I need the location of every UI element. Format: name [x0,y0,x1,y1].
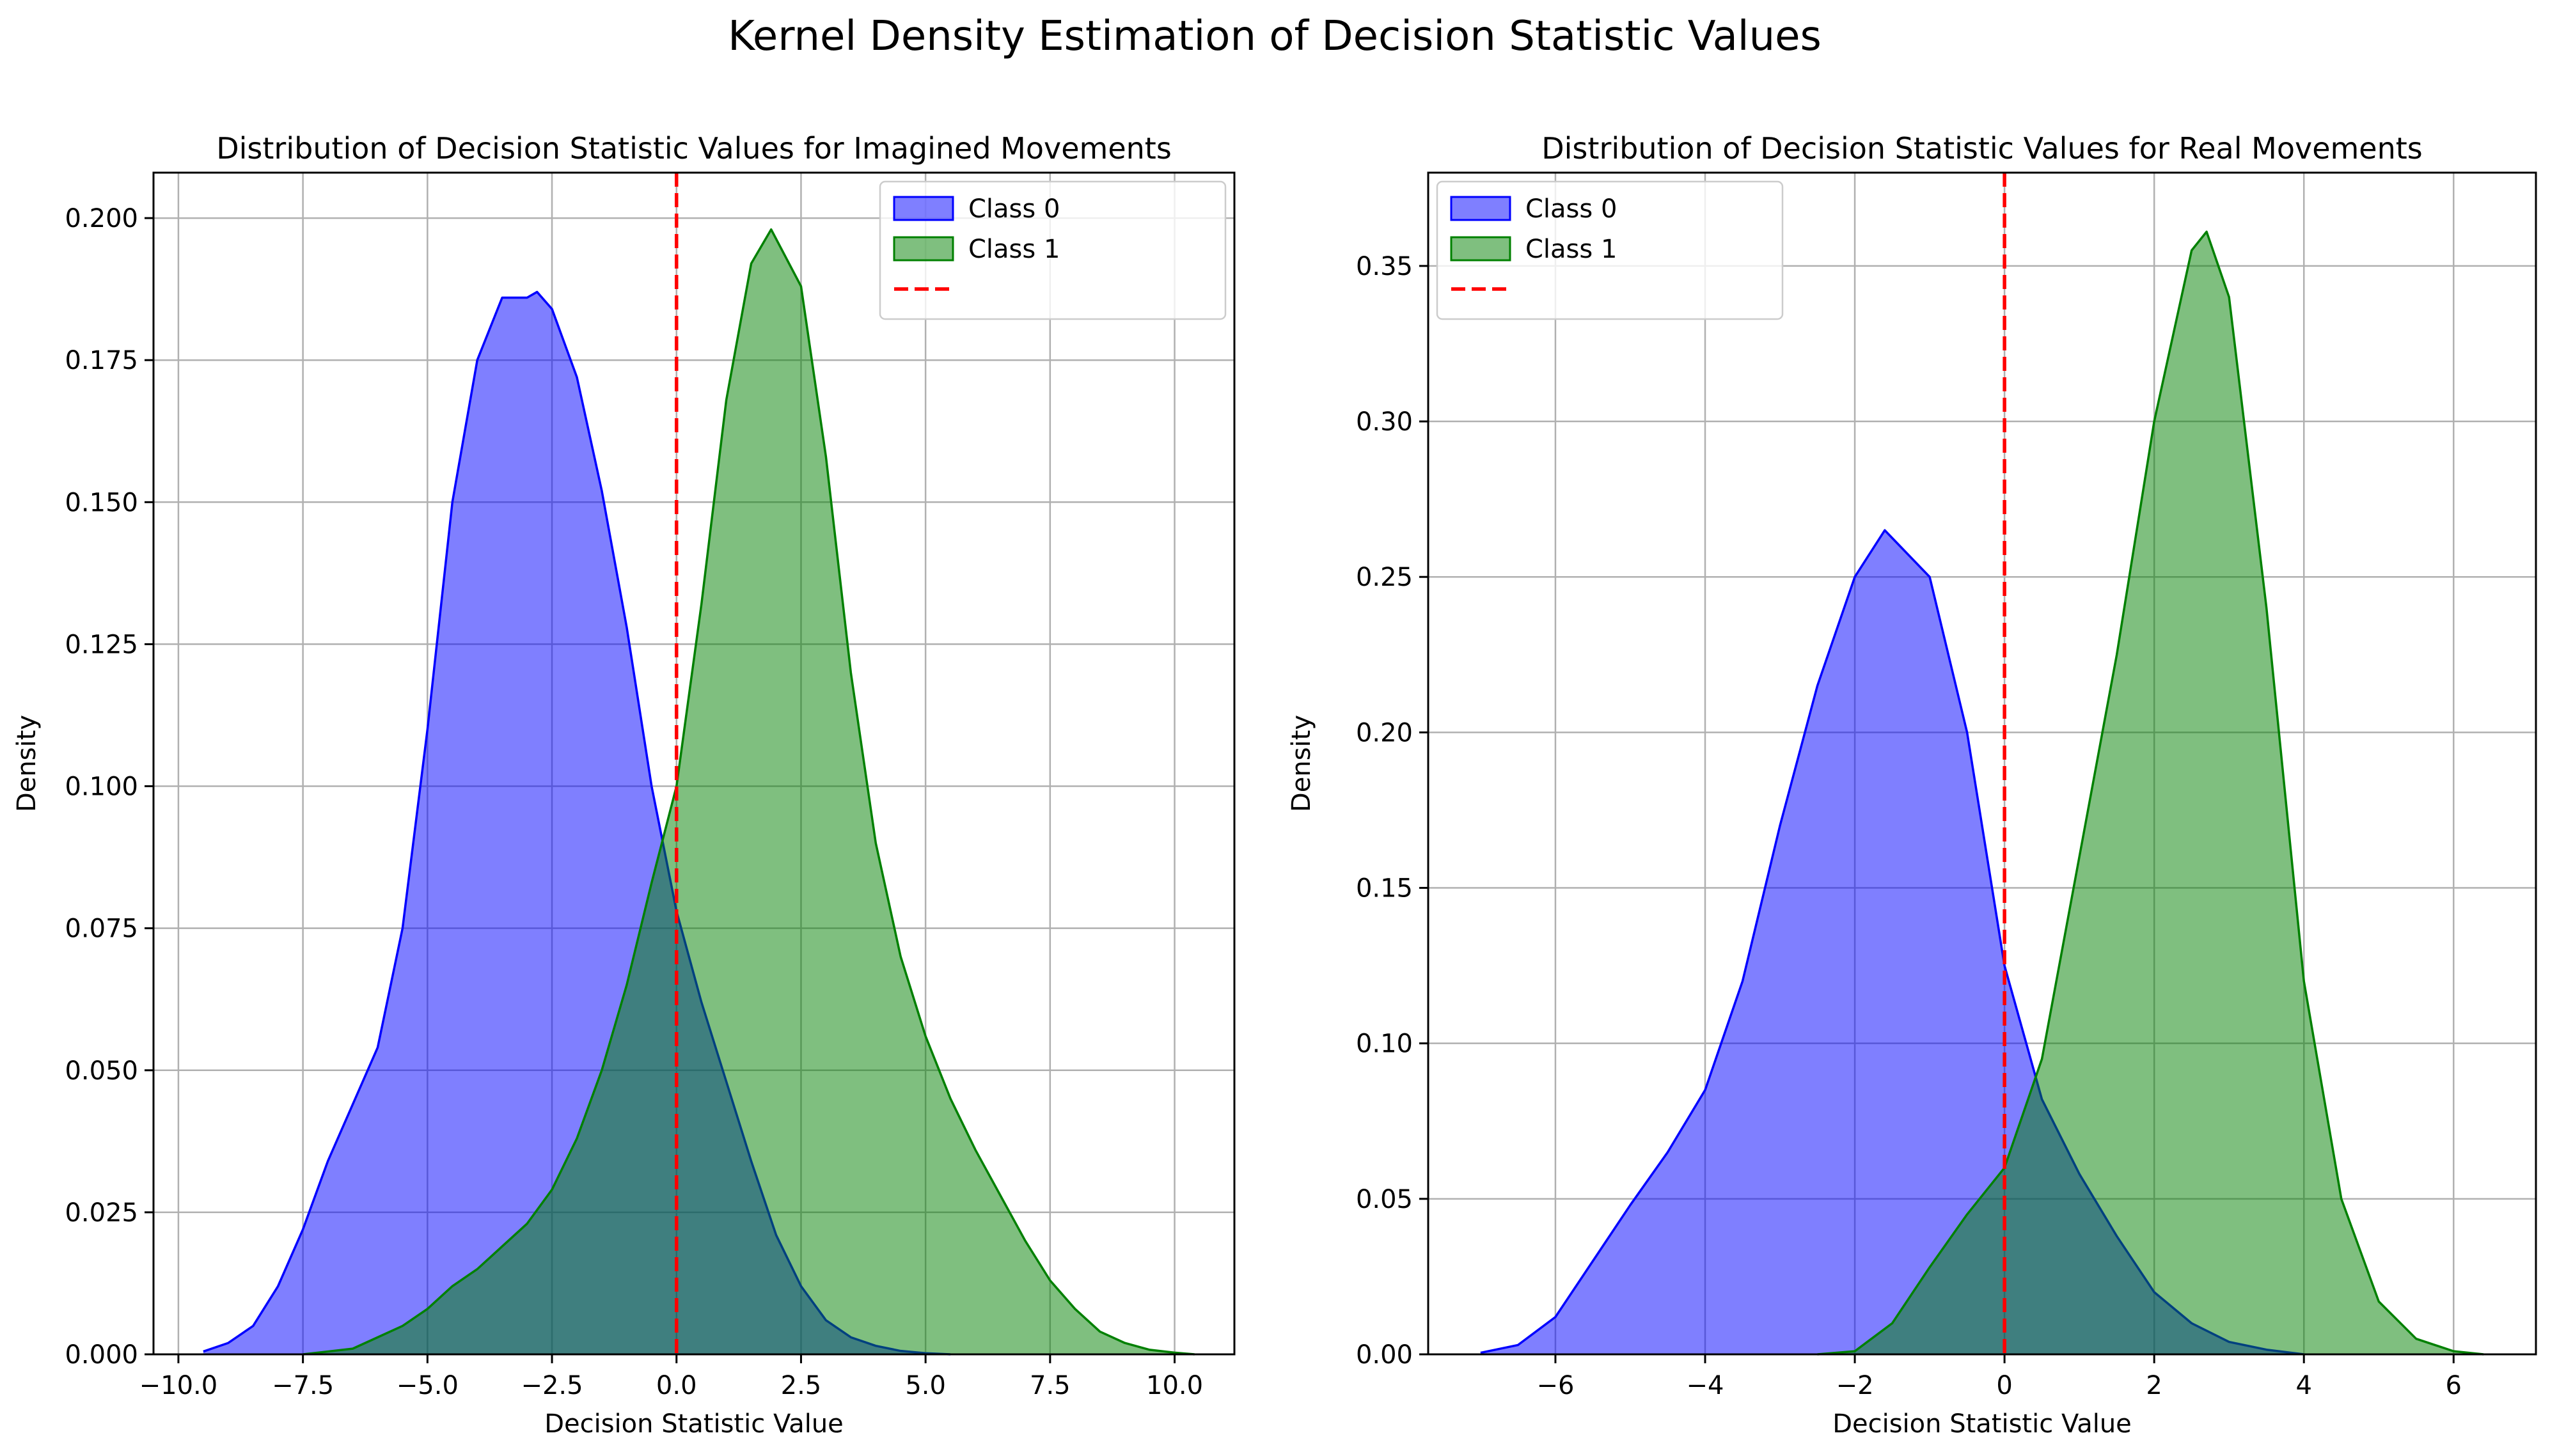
legend: Class 0 Class 1 [1436,180,1784,320]
legend-swatch-class-0 [1450,196,1511,221]
y-tick-label: 0.200 [65,204,138,233]
y-axis-label: Density [1287,715,1316,812]
x-tick-label: −7.5 [272,1371,334,1400]
y-tick-label: 0.075 [65,914,138,944]
axes-frame [1427,171,2537,1356]
x-tick-label: −2 [1836,1371,1874,1400]
x-tick-label: 2 [2146,1371,2162,1400]
x-tick-label: −6 [1536,1371,1574,1400]
y-tick-label: 0.20 [1356,718,1413,748]
axes-frame [152,171,1236,1356]
y-tick-label: 0.175 [65,346,138,375]
legend-swatch-class-0 [893,196,954,221]
axes-title: Distribution of Decision Statistic Value… [216,131,1172,166]
y-tick-label: 0.35 [1356,252,1413,281]
x-tick-label: −4 [1687,1371,1724,1400]
density-line-class-1 [303,228,1195,1356]
density-line-class-1 [1817,230,2484,1356]
y-tick-label: 0.125 [65,630,138,659]
legend-frame [1436,180,1784,320]
x-tick-label: −10.0 [139,1371,218,1400]
y-tick-label: 0.00 [1356,1340,1413,1370]
y-tick-label: 0.000 [65,1340,138,1370]
density-area-class-0 [1480,530,2304,1354]
subplot-real-movements: −6 −4 −2 0 2 4 6 0.00 0.05 0.10 0.15 0.20 0.25 0.30 0.… [1287,131,2537,1439]
x-tick-label: 6 [2446,1371,2462,1400]
x-tick-label: 0.0 [656,1371,697,1400]
y-tick-label: 0.05 [1356,1185,1413,1214]
density-area-class-1 [1817,231,2484,1354]
y-tick-label: 0.025 [65,1198,138,1228]
legend-label-class-1: Class 1 [968,235,1060,264]
x-tick-label: 10.0 [1146,1371,1203,1400]
y-tick-label: 0.25 [1356,563,1413,592]
legend-swatch-class-1 [1450,236,1511,262]
x-tick-label: 4 [2295,1371,2311,1400]
legend-label-class-1: Class 1 [1525,235,1617,264]
x-tick-label: 0 [1996,1371,2012,1400]
y-tick-label: 0.150 [65,488,138,517]
y-tick-label: 0.050 [65,1056,138,1086]
density-area-class-0 [203,292,951,1355]
x-axis-label: Decision Statistic Value [544,1409,844,1439]
x-tick-label: −5.0 [397,1371,459,1400]
x-tick-label: 5.0 [905,1371,946,1400]
x-tick-label: 7.5 [1030,1371,1071,1400]
legend-label-class-0: Class 0 [968,194,1060,224]
legend-frame [879,180,1227,320]
y-tick-label: 0.10 [1356,1029,1413,1059]
y-tick-label: 0.30 [1356,407,1413,437]
legend-label-class-0: Class 0 [1525,194,1617,224]
x-axis-label: Decision Statistic Value [1832,1409,2132,1439]
y-tick-label: 0.100 [65,772,138,802]
legend-swatch-class-1 [893,236,954,262]
axes-title: Distribution of Decision Statistic Value… [1541,131,2423,166]
subplot-imagined-movements: −10.0 −7.5 −5.0 −2.5 0.0 2.5 5.0 7.5 10.0 0.000 0.… [12,131,1236,1439]
y-axis-label: Density [12,715,42,812]
x-tick-label: −2.5 [521,1371,583,1400]
legend: Class 0 Class 1 [879,180,1227,320]
y-tick-label: 0.15 [1356,874,1413,904]
x-tick-label: 2.5 [781,1371,822,1400]
figure-suptitle: Kernel Density Estimation of Decision St… [728,13,1822,60]
density-area-class-1 [303,229,1195,1354]
